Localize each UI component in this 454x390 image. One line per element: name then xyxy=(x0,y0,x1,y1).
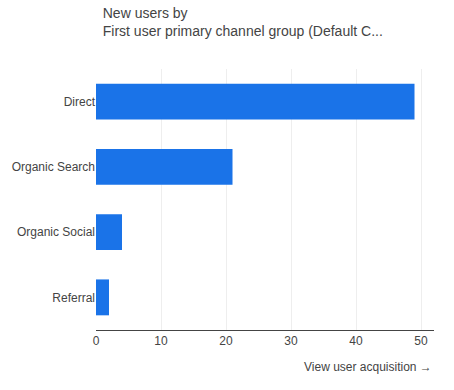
svg-text:View user acquisition →: View user acquisition → xyxy=(304,360,432,374)
svg-text:Direct: Direct xyxy=(64,95,96,109)
svg-text:Referral: Referral xyxy=(52,291,95,305)
svg-text:Organic Social: Organic Social xyxy=(17,225,95,239)
svg-text:50: 50 xyxy=(414,334,428,348)
svg-text:Organic Search: Organic Search xyxy=(12,160,95,174)
svg-text:40: 40 xyxy=(349,334,363,348)
svg-text:30: 30 xyxy=(284,334,298,348)
svg-text:New users byFirst user primary: New users byFirst user primary channel g… xyxy=(103,5,383,39)
svg-text:10: 10 xyxy=(154,334,168,348)
svg-text:0: 0 xyxy=(93,334,100,348)
svg-text:20: 20 xyxy=(219,334,233,348)
